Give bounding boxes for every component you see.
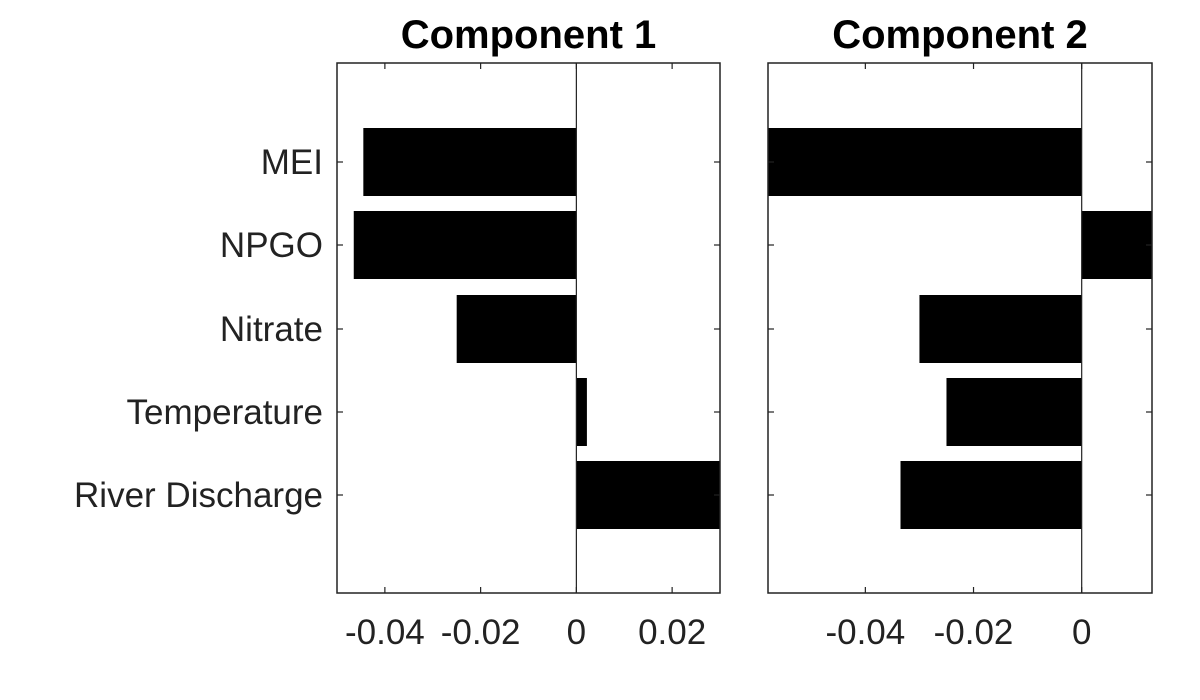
axes-frame xyxy=(336,62,721,594)
bars xyxy=(353,128,720,529)
bar-nitrate xyxy=(456,295,577,363)
panel-1: Component 1 -0.04 -0.02 0 0.02 xyxy=(336,13,721,652)
bar-nitrate xyxy=(919,295,1082,363)
category-label: River Discharge xyxy=(74,476,323,515)
category-label: MEI xyxy=(261,143,323,182)
bar-river-discharge xyxy=(900,461,1082,529)
x-tick-label: -0.02 xyxy=(441,613,521,652)
category-label: Temperature xyxy=(127,393,323,432)
x-tick-label: 0 xyxy=(567,613,586,652)
x-tick-label: -0.04 xyxy=(345,613,425,652)
x-tick-label: 0.02 xyxy=(638,613,706,652)
x-tick-label: -0.02 xyxy=(934,613,1014,652)
bar-mei xyxy=(363,128,577,196)
panel-2: Component 2 -0.04 -0.02 0 xyxy=(767,13,1153,652)
bar-river-discharge xyxy=(576,461,720,529)
category-label: NPGO xyxy=(220,226,323,265)
bar-npgo xyxy=(353,211,577,279)
panel-title: Component 2 xyxy=(832,13,1088,57)
bar-mei xyxy=(768,128,1082,196)
bars xyxy=(768,128,1152,529)
panel-title: Component 1 xyxy=(401,13,657,57)
axes-frame xyxy=(767,62,1153,594)
bar-temperature xyxy=(576,378,587,446)
bar-temperature xyxy=(946,378,1082,446)
bar-npgo xyxy=(1081,211,1152,279)
category-label: Nitrate xyxy=(220,310,323,349)
x-tick-label: 0 xyxy=(1072,613,1091,652)
x-tick-label: -0.04 xyxy=(825,613,905,652)
